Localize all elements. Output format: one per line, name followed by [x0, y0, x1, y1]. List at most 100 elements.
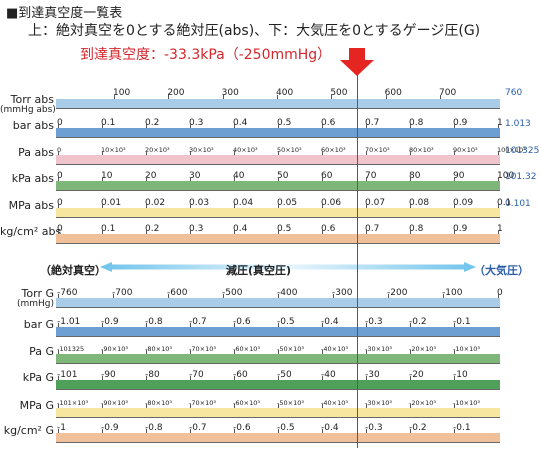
abs-tick-label: 20×10³ — [145, 146, 170, 154]
gauge-tick-label: -101×10³ — [57, 399, 89, 407]
gauge-tick-mark — [410, 350, 411, 354]
abs-tick-label: 0.6 — [321, 224, 336, 234]
gauge-tick-label: -0.8 — [145, 423, 163, 433]
gauge-tick-mark — [113, 294, 114, 298]
abs-tick-label: 0.9 — [453, 224, 468, 234]
gauge-scale-bar — [56, 327, 500, 337]
abs-tick-label: 0.5 — [277, 224, 292, 234]
gauge-tick-label: -80×10³ — [145, 399, 172, 407]
abs-tick-mark — [168, 95, 170, 99]
gauge-tick-label: -30 — [365, 370, 380, 380]
gauge-tick-mark — [278, 404, 279, 408]
gauge-tick-mark — [322, 350, 323, 354]
abs-tick-mark — [498, 204, 499, 208]
gauge-tick-label: -760 — [57, 288, 78, 298]
gauge-tick-mark — [278, 376, 279, 380]
abs-tick-label: 40×10³ — [233, 146, 258, 154]
abs-tick-label: 1 — [497, 118, 503, 128]
abs-tick-label: 0.1 — [101, 118, 116, 128]
abs-tick-label: 70×10³ — [365, 146, 390, 154]
abs-tick-mark — [278, 124, 279, 128]
page-title: ■到達真空度一覧表 — [6, 6, 123, 21]
gauge-tick-label: -40×10³ — [321, 399, 348, 407]
abs-tick-mark — [234, 204, 235, 208]
abs-tick-label: 0.2 — [145, 224, 160, 234]
gauge-tick-label: -101 — [57, 370, 78, 380]
gauge-tick-label: -0.6 — [233, 317, 251, 327]
gauge-tick-label: -0.2 — [409, 317, 427, 327]
gauge-tick-mark — [102, 323, 103, 327]
abs-tick-mark — [114, 95, 115, 99]
abs-tick-mark — [366, 204, 367, 208]
gauge-tick-mark — [58, 429, 59, 433]
abs-tick-label: 80 — [409, 171, 421, 181]
abs-scale-bar — [56, 234, 500, 244]
gauge-tick-label: -70 — [189, 370, 204, 380]
abs-tick-label: 0.05 — [277, 198, 298, 208]
gauge-tick-mark — [322, 404, 323, 408]
gauge-tick-label: -400 — [277, 288, 298, 298]
gauge-tick-mark — [322, 323, 323, 327]
abs-tick-label: 0.8 — [409, 118, 424, 128]
gauge-tick-mark — [366, 429, 367, 433]
abs-tick-mark — [322, 124, 323, 128]
gauge-tick-label: -90×10³ — [101, 399, 128, 407]
abs-tick-label: 0.1 — [101, 224, 116, 234]
gauge-tick-mark — [454, 323, 455, 327]
gauge-tick-label: -60 — [233, 370, 248, 380]
abs-tick-label: 0.04 — [233, 198, 254, 208]
gauge-tick-label: -30×10³ — [365, 399, 392, 407]
abs-max-value: 1.013 — [505, 119, 531, 129]
abs-tick-mark — [146, 124, 147, 128]
gauge-tick-label: -200 — [387, 288, 408, 298]
gauge-tick-mark — [190, 350, 191, 354]
abs-row-label: kPa abs — [11, 172, 54, 185]
gauge-row-label: Pa G — [29, 345, 54, 358]
gauge-tick-mark — [410, 376, 411, 380]
gauge-tick-label: -0.5 — [277, 423, 295, 433]
gauge-tick-mark — [278, 294, 279, 298]
gauge-tick-label: -10×10³ — [453, 399, 480, 407]
abs-tick-label: 60 — [321, 171, 333, 181]
gauge-tick-label: -60×10³ — [233, 399, 260, 407]
abs-tick-label: 100×10³ — [497, 146, 526, 154]
abs-tick-mark — [190, 204, 191, 208]
gauge-tick-label: -0.1 — [453, 423, 471, 433]
absolute-vacuum-label: （絶対真空） — [40, 264, 106, 277]
gauge-tick-mark — [454, 350, 455, 354]
gauge-tick-label: -300 — [332, 288, 353, 298]
abs-tick-mark — [410, 124, 411, 128]
abs-tick-label: 100 — [497, 171, 515, 181]
abs-tick-label: 30 — [189, 171, 201, 181]
gauge-tick-label: -20×10³ — [409, 345, 436, 353]
gauge-tick-mark — [454, 376, 455, 380]
abs-tick-label: 0.5 — [277, 118, 292, 128]
abs-tick-label: 60×10³ — [321, 146, 346, 154]
abs-scale-bar — [56, 128, 500, 138]
abs-tick-mark — [222, 95, 224, 99]
abs-tick-label: 0.8 — [409, 224, 424, 234]
gauge-tick-mark — [102, 404, 103, 408]
gauge-tick-label: -1.01 — [57, 317, 81, 327]
gauge-row-label: kPa G — [22, 371, 54, 384]
gauge-tick-mark — [410, 323, 411, 327]
abs-tick-label: 0 — [57, 118, 63, 128]
gauge-tick-label: -0.7 — [189, 317, 207, 327]
gauge-tick-mark — [234, 429, 235, 433]
abs-row-label: MPa abs — [8, 199, 54, 212]
gauge-tick-mark — [366, 404, 367, 408]
gauge-tick-label: -30×10³ — [365, 345, 392, 353]
gauge-tick-mark — [146, 429, 147, 433]
abs-tick-label: 0.1 — [497, 198, 512, 208]
gauge-tick-label: -0.9 — [101, 317, 119, 327]
gauge-tick-label: -40 — [321, 370, 336, 380]
abs-tick-label: 200 — [167, 88, 185, 98]
direction-arrow-icon — [100, 262, 476, 272]
abs-tick-mark — [410, 204, 411, 208]
gauge-tick-label: -20×10³ — [409, 399, 436, 407]
abs-tick-label: 0 — [57, 171, 63, 181]
gauge-scale-bar — [56, 380, 500, 390]
abs-tick-label: 0.6 — [321, 118, 336, 128]
abs-tick-mark — [278, 204, 279, 208]
gauge-tick-mark — [58, 350, 59, 354]
